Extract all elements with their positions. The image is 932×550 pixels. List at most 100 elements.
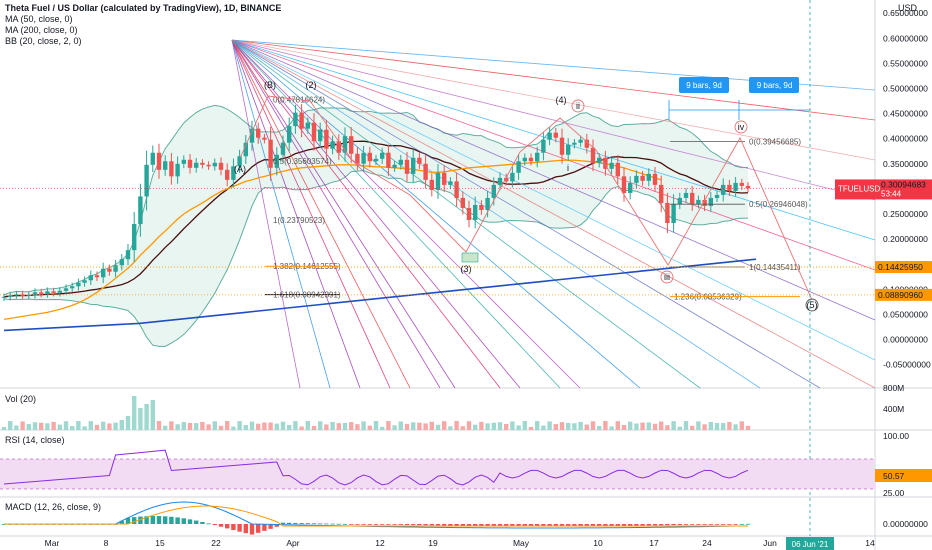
time-tick[interactable]: 8 [104, 538, 109, 548]
time-tick[interactable]: 14 [865, 538, 875, 548]
candle-body [621, 176, 627, 193]
rsi-title[interactable]: RSI (14, close) [5, 435, 65, 445]
wave-marker [734, 120, 748, 134]
volume-panel: 800M 400M [1, 383, 904, 430]
last-price-tag[interactable] [835, 179, 932, 200]
candle-body [411, 157, 416, 174]
volume-bar [708, 422, 713, 430]
volume-bar [342, 422, 348, 430]
volume-bar [745, 425, 751, 430]
legend-ma200[interactable]: MA (200, close, 0) [5, 25, 78, 35]
candle-body [578, 139, 583, 143]
price-tick[interactable]: 0.45000000 [883, 109, 928, 119]
macd-histogram-bar [708, 524, 713, 525]
volume-bar [714, 423, 720, 430]
time-tick[interactable]: 15 [155, 538, 165, 548]
time-tick[interactable]: Jun [763, 538, 777, 548]
range-label: 9 bars, 9d [686, 81, 722, 90]
volume-bar [510, 421, 515, 430]
chart-title[interactable]: Theta Fuel / US Dollar (calculated by Tr… [5, 3, 281, 13]
candle-body [535, 152, 540, 162]
bar-countdown[interactable]: 53:44 [881, 189, 902, 198]
fan-line [231, 39, 456, 389]
fan-line [231, 39, 301, 389]
price-tag-value[interactable]: 0.08890960 [878, 290, 923, 300]
volume-bar [206, 424, 211, 430]
price-tick[interactable]: 0.05000000 [883, 309, 928, 319]
date-marker-label[interactable]: 06 Jun '21 [792, 540, 829, 549]
time-tick[interactable]: 24 [702, 538, 712, 548]
price-tick[interactable]: 0.65000000 [883, 8, 928, 18]
macd-histogram-bar [652, 524, 658, 526]
price-tick[interactable]: 0.00000000 [883, 335, 928, 345]
volume-bar [88, 421, 93, 430]
macd-histogram-bar [361, 524, 366, 525]
price-tick[interactable]: 0.55000000 [883, 58, 928, 68]
candle-body [671, 203, 676, 224]
time-tick[interactable]: 10 [593, 538, 603, 548]
fan-line [231, 39, 391, 389]
time-tick[interactable]: Apr [286, 538, 299, 548]
macd-histogram-bar [163, 516, 168, 524]
price-tick[interactable]: 0.50000000 [883, 84, 928, 94]
time-axis[interactable]: Mar 8 15 22 Apr 12 19 May 10 17 24 Jun 14 06 Jun '21 [45, 537, 875, 550]
macd-histogram-bar [243, 524, 248, 534]
volume-bar [39, 422, 44, 430]
candle-body [280, 142, 286, 155]
price-tick[interactable]: 0.25000000 [883, 209, 928, 219]
price-tick[interactable]: 0.40000000 [883, 134, 928, 144]
price-tag[interactable] [875, 261, 932, 274]
fan-line [231, 39, 761, 389]
time-tick[interactable]: 17 [649, 538, 659, 548]
last-price-value[interactable]: 0.30094683 [881, 179, 926, 189]
time-tick[interactable]: Mar [45, 538, 60, 548]
legend-ma50[interactable]: MA (50, close, 0) [5, 14, 73, 24]
candle-body [82, 280, 87, 283]
wave-label: (5) [807, 300, 818, 310]
volume-bar [355, 424, 360, 430]
time-tick[interactable]: 19 [428, 538, 438, 548]
macd-histogram-bar [535, 524, 540, 526]
candle-body [249, 128, 255, 143]
macd-histogram-bar [392, 524, 397, 525]
date-marker-badge[interactable] [786, 537, 834, 550]
candle-body [417, 157, 422, 164]
legend-bb[interactable]: BB (20, close, 2, 0) [5, 36, 82, 46]
macd-histogram-bar [584, 524, 589, 526]
macd-histogram-bar [237, 524, 242, 532]
price-axis[interactable]: 0.65000000 0.60000000 0.55000000 0.50000000… [835, 8, 932, 370]
candle-body [597, 157, 602, 163]
time-tick[interactable]: May [513, 538, 530, 548]
volume-bar [212, 421, 217, 430]
candle-body [590, 147, 596, 163]
price-tag-value[interactable]: 0.14425950 [878, 262, 923, 272]
candle-body [132, 224, 137, 251]
volume-bar [516, 425, 521, 430]
candle-body [659, 184, 664, 203]
time-tick[interactable]: 22 [211, 538, 221, 548]
volume-bar [324, 424, 329, 430]
volume-title[interactable]: Vol (20) [5, 394, 36, 404]
candle-body [200, 162, 205, 165]
volume-bar [119, 420, 124, 430]
macd-title[interactable]: MACD (12, 26, close, 9) [5, 502, 101, 512]
price-tick[interactable]: 0.60000000 [883, 33, 928, 43]
volume-bar [727, 422, 732, 430]
price-tag[interactable] [875, 288, 932, 301]
volume-bar [454, 421, 459, 430]
price-tick[interactable]: -0.05000000 [883, 360, 931, 370]
price-tick[interactable]: 0.20000000 [883, 234, 928, 244]
candle-body [522, 157, 527, 162]
macd-histogram-bar [311, 523, 317, 525]
time-tick[interactable]: 12 [375, 538, 385, 548]
macd-histogram-bar [466, 524, 472, 526]
candle-body [745, 185, 751, 189]
rsi-line [3, 449, 749, 486]
price-tick[interactable]: 0.35000000 [883, 159, 928, 169]
candle-body [287, 126, 292, 143]
macd-histogram-bar [299, 523, 304, 524]
macd-histogram-bar [206, 523, 211, 525]
symbol-tag[interactable]: TFUELUSD [838, 184, 880, 193]
rsi-value-tag [875, 469, 932, 482]
